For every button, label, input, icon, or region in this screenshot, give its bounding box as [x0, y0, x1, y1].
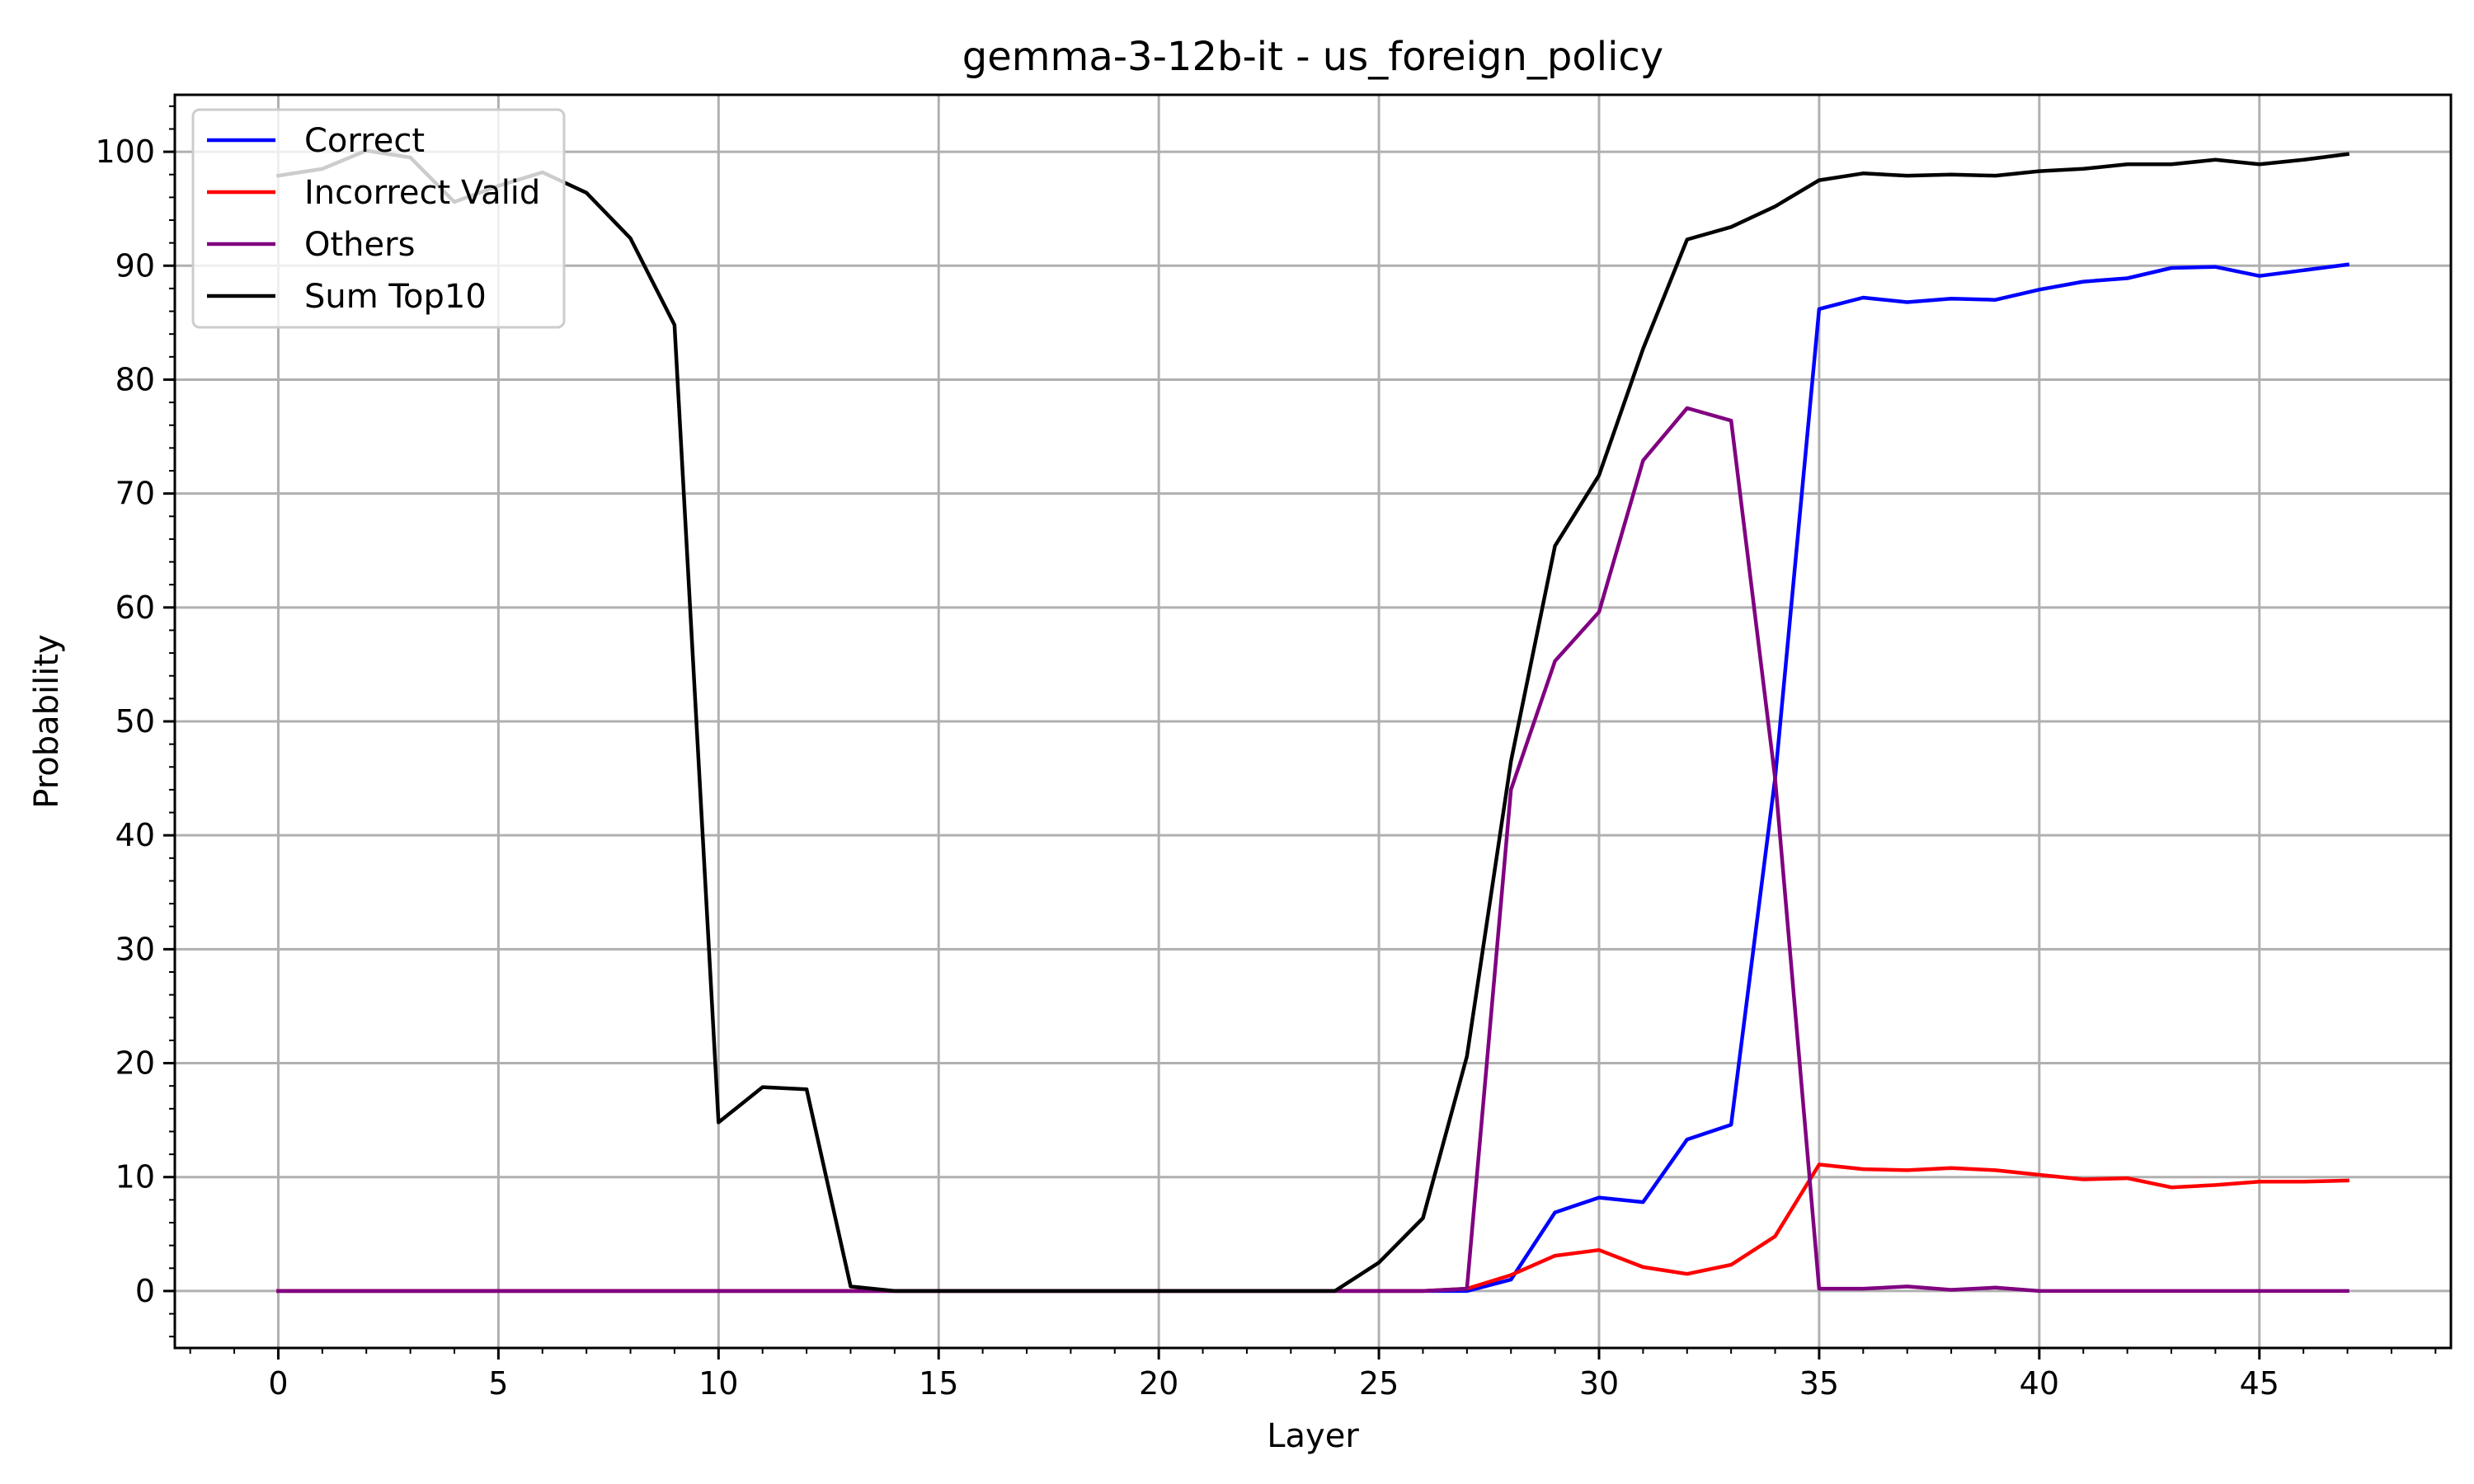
y-tick-label: 100 [95, 134, 155, 170]
x-axis-label: Layer [1267, 1417, 1359, 1455]
y-tick-label: 0 [135, 1273, 155, 1309]
y-tick-label: 10 [115, 1159, 155, 1195]
y-tick-label: 90 [115, 247, 155, 284]
y-tick-label: 60 [115, 589, 155, 626]
series-line-others [276, 406, 2349, 1294]
legend-label-incorrect-valid: Incorrect Valid [304, 174, 540, 212]
x-tick-label: 25 [1359, 1365, 1399, 1402]
x-tick-label: 5 [488, 1365, 508, 1402]
x-tick-label: 30 [1579, 1365, 1619, 1402]
series-line-incorrect-valid [276, 1162, 2349, 1294]
y-tick-label: 70 [115, 476, 155, 512]
y-tick-label: 20 [115, 1045, 155, 1082]
legend-box [191, 108, 566, 329]
y-axis-label: Probability [28, 634, 66, 808]
x-tick-label: 40 [2020, 1365, 2059, 1402]
legend-label-others: Others [304, 226, 415, 264]
y-tick-label: 40 [115, 817, 155, 853]
x-tick-label: 35 [1799, 1365, 1839, 1402]
y-tick-label: 50 [115, 703, 155, 740]
series-lines [275, 148, 2350, 1294]
x-tick-label: 45 [2240, 1365, 2279, 1402]
legend-label-sum-top10: Sum Top10 [304, 278, 487, 316]
series-line-correct [276, 262, 2350, 1294]
chart-title: gemma-3-12b-it - us_foreign_policy [962, 34, 1663, 80]
x-tick-label: 0 [268, 1365, 288, 1402]
x-tick-label: 15 [919, 1365, 958, 1402]
legend-label-correct: Correct [304, 122, 425, 160]
legend: Correct Incorrect Valid Others Sum Top10 [191, 108, 566, 329]
x-tick-label: 20 [1139, 1365, 1178, 1402]
x-tick-label: 10 [698, 1365, 738, 1402]
y-tick-label: 80 [115, 361, 155, 397]
axis-ticks: 0 5 10 15 20 25 30 35 40 45 0 10 20 30 40 50 60 70 80 90 100 [95, 105, 2437, 1402]
legend-entries: Correct Incorrect Valid Others Sum Top10 [207, 122, 540, 316]
y-tick-label: 30 [115, 931, 155, 967]
series-line-sum-top10 [275, 148, 2350, 1294]
